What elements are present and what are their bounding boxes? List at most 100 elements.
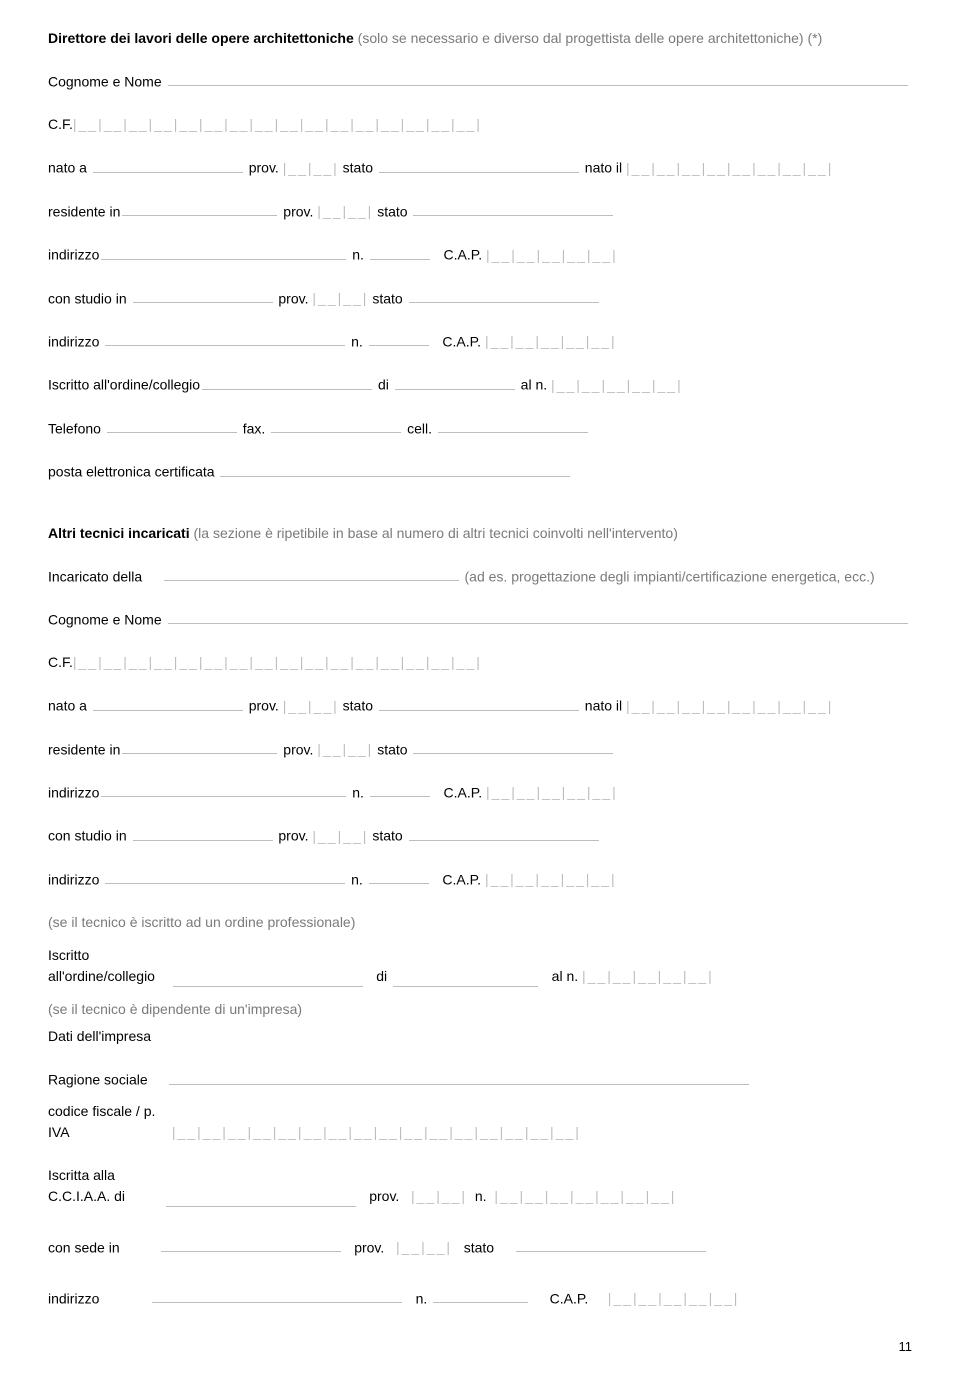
codice-fiscale-label: codice fiscale / p. IVA (48, 1101, 168, 1143)
prov-label-3: prov. (278, 290, 308, 306)
cap-boxes-2[interactable]: |__|__|__|__|__| (485, 331, 617, 352)
fax-field[interactable] (271, 418, 401, 433)
stato-label: stato (343, 160, 373, 176)
prov-label: prov. (249, 160, 279, 176)
iscritto-line2: all'ordine/collegio (48, 968, 155, 984)
ragione-sociale-label: Ragione sociale (48, 1072, 148, 1088)
prov-boxes-2[interactable]: |__|__| (317, 201, 373, 222)
con-studio-field-2[interactable] (133, 825, 273, 840)
ragione-sociale-field[interactable] (169, 1069, 749, 1084)
cap-label-2: C.A.P. (442, 333, 481, 349)
indirizzo-label-5: indirizzo (48, 1290, 99, 1306)
impresa-note: (se il tecnico è dipendente di un'impres… (48, 1001, 302, 1017)
cap-label-5: C.A.P. (550, 1290, 589, 1306)
dati-impresa-label: Dati dell'impresa (48, 1028, 151, 1044)
stato-label-5: stato (377, 741, 407, 757)
cciaa-field[interactable] (166, 1191, 356, 1206)
nato-il-boxes-2[interactable]: |__|__|__|__|__|__|__|__| (626, 696, 833, 717)
prov-label-5: prov. (283, 741, 313, 757)
prov-boxes[interactable]: |__|__| (283, 158, 339, 179)
cell-field[interactable] (438, 418, 588, 433)
cap-label-3: C.A.P. (444, 784, 483, 800)
nato-a-label-2: nato a (48, 698, 87, 714)
n-label-6: n. (416, 1290, 428, 1306)
al-n-boxes-2[interactable]: |__|__|__|__|__| (582, 966, 714, 987)
residente-in-label: residente in (48, 203, 120, 219)
prov-label-2: prov. (283, 203, 313, 219)
incaricato-field[interactable] (164, 566, 459, 581)
altri-title-note: (la sezione è ripetibile in base al nume… (190, 525, 678, 541)
cap-boxes-3[interactable]: |__|__|__|__|__| (486, 782, 618, 803)
stato-label-3: stato (372, 290, 402, 306)
prov-boxes-5[interactable]: |__|__| (317, 739, 373, 760)
direttore-title-note: (solo se necessario e diverso dal proget… (354, 30, 822, 46)
residente-in-field-2[interactable] (122, 739, 277, 754)
cap-label-4: C.A.P. (442, 871, 481, 887)
n-field-3[interactable] (370, 782, 430, 797)
direttore-title: Direttore dei lavori delle opere archite… (48, 30, 354, 46)
indirizzo-field-5[interactable] (152, 1288, 402, 1303)
n-field-4[interactable] (369, 869, 429, 884)
iscritto-ordine-field[interactable] (202, 374, 372, 389)
di-label: di (378, 377, 389, 393)
indirizzo-field-3[interactable] (101, 782, 346, 797)
stato-label-2: stato (377, 203, 407, 219)
stato-field-2[interactable] (413, 201, 613, 216)
prov-boxes-8[interactable]: |__|__| (396, 1237, 452, 1258)
codice-fiscale-boxes[interactable]: |__|__|__|__|__|__|__|__|__|__|__|__|__|… (172, 1122, 581, 1143)
indirizzo-label-4: indirizzo (48, 871, 99, 887)
al-n-boxes[interactable]: |__|__|__|__|__| (551, 375, 683, 396)
n-field-2[interactable] (369, 331, 429, 346)
stato-label-8: stato (464, 1239, 494, 1255)
cell-label: cell. (407, 420, 432, 436)
prov-boxes-3[interactable]: |__|__| (312, 288, 368, 309)
al-n-label-2: al n. (552, 968, 578, 984)
stato-field-5[interactable] (413, 739, 613, 754)
nato-a-field[interactable] (93, 157, 243, 172)
nato-il-boxes[interactable]: |__|__|__|__|__|__|__|__| (626, 158, 833, 179)
n-field-6[interactable] (433, 1288, 528, 1303)
n-field[interactable] (370, 244, 430, 259)
prov-boxes-7[interactable]: |__|__| (411, 1186, 467, 1207)
nato-a-label: nato a (48, 160, 87, 176)
cf-boxes[interactable]: |__|__|__|__|__|__|__|__|__|__|__|__|__|… (73, 114, 482, 135)
di-field[interactable] (395, 374, 515, 389)
cf-label: C.F. (48, 116, 73, 132)
pec-label: posta elettronica certificata (48, 464, 215, 480)
cciaa-label: Iscritta alla C.C.I.A.A. di (48, 1165, 148, 1207)
nato-a-field-2[interactable] (93, 695, 243, 710)
iscritto-collegio-field[interactable] (173, 972, 363, 987)
cf-boxes-2[interactable]: |__|__|__|__|__|__|__|__|__|__|__|__|__|… (73, 652, 482, 673)
pec-field[interactable] (220, 461, 570, 476)
telefono-label: Telefono (48, 420, 101, 436)
indirizzo-field-4[interactable] (105, 869, 345, 884)
con-sede-label: con sede in (48, 1239, 120, 1255)
stato-field-6[interactable] (409, 825, 599, 840)
stato-field-3[interactable] (409, 288, 599, 303)
di-label-2: di (376, 968, 387, 984)
cciaa-n-boxes[interactable]: |__|__|__|__|__|__|__| (494, 1186, 676, 1207)
n-label: n. (352, 247, 364, 263)
con-sede-field[interactable] (161, 1237, 341, 1252)
prov-boxes-6[interactable]: |__|__| (312, 826, 368, 847)
stato-label-6: stato (372, 828, 402, 844)
telefono-field[interactable] (107, 418, 237, 433)
con-studio-field[interactable] (133, 288, 273, 303)
prov-boxes-4[interactable]: |__|__| (283, 696, 339, 717)
di-field-2[interactable] (393, 972, 538, 987)
cognome-nome-field[interactable] (168, 71, 908, 86)
stato-field-8[interactable] (516, 1237, 706, 1252)
cap-boxes-4[interactable]: |__|__|__|__|__| (485, 869, 617, 890)
stato-field-4[interactable] (379, 695, 579, 710)
cognome-nome-field-2[interactable] (168, 609, 908, 624)
cap-boxes-5[interactable]: |__|__|__|__|__| (608, 1288, 740, 1309)
cf-label-2: C.F. (48, 654, 73, 670)
incaricato-label: Incaricato della (48, 568, 142, 584)
indirizzo-field-2[interactable] (105, 331, 345, 346)
nato-il-label: nato il (585, 160, 622, 176)
stato-field[interactable] (379, 157, 579, 172)
cognome-nome-label: Cognome e Nome (48, 73, 162, 89)
cap-boxes[interactable]: |__|__|__|__|__| (486, 245, 618, 266)
residente-in-field[interactable] (122, 201, 277, 216)
indirizzo-field[interactable] (101, 244, 346, 259)
